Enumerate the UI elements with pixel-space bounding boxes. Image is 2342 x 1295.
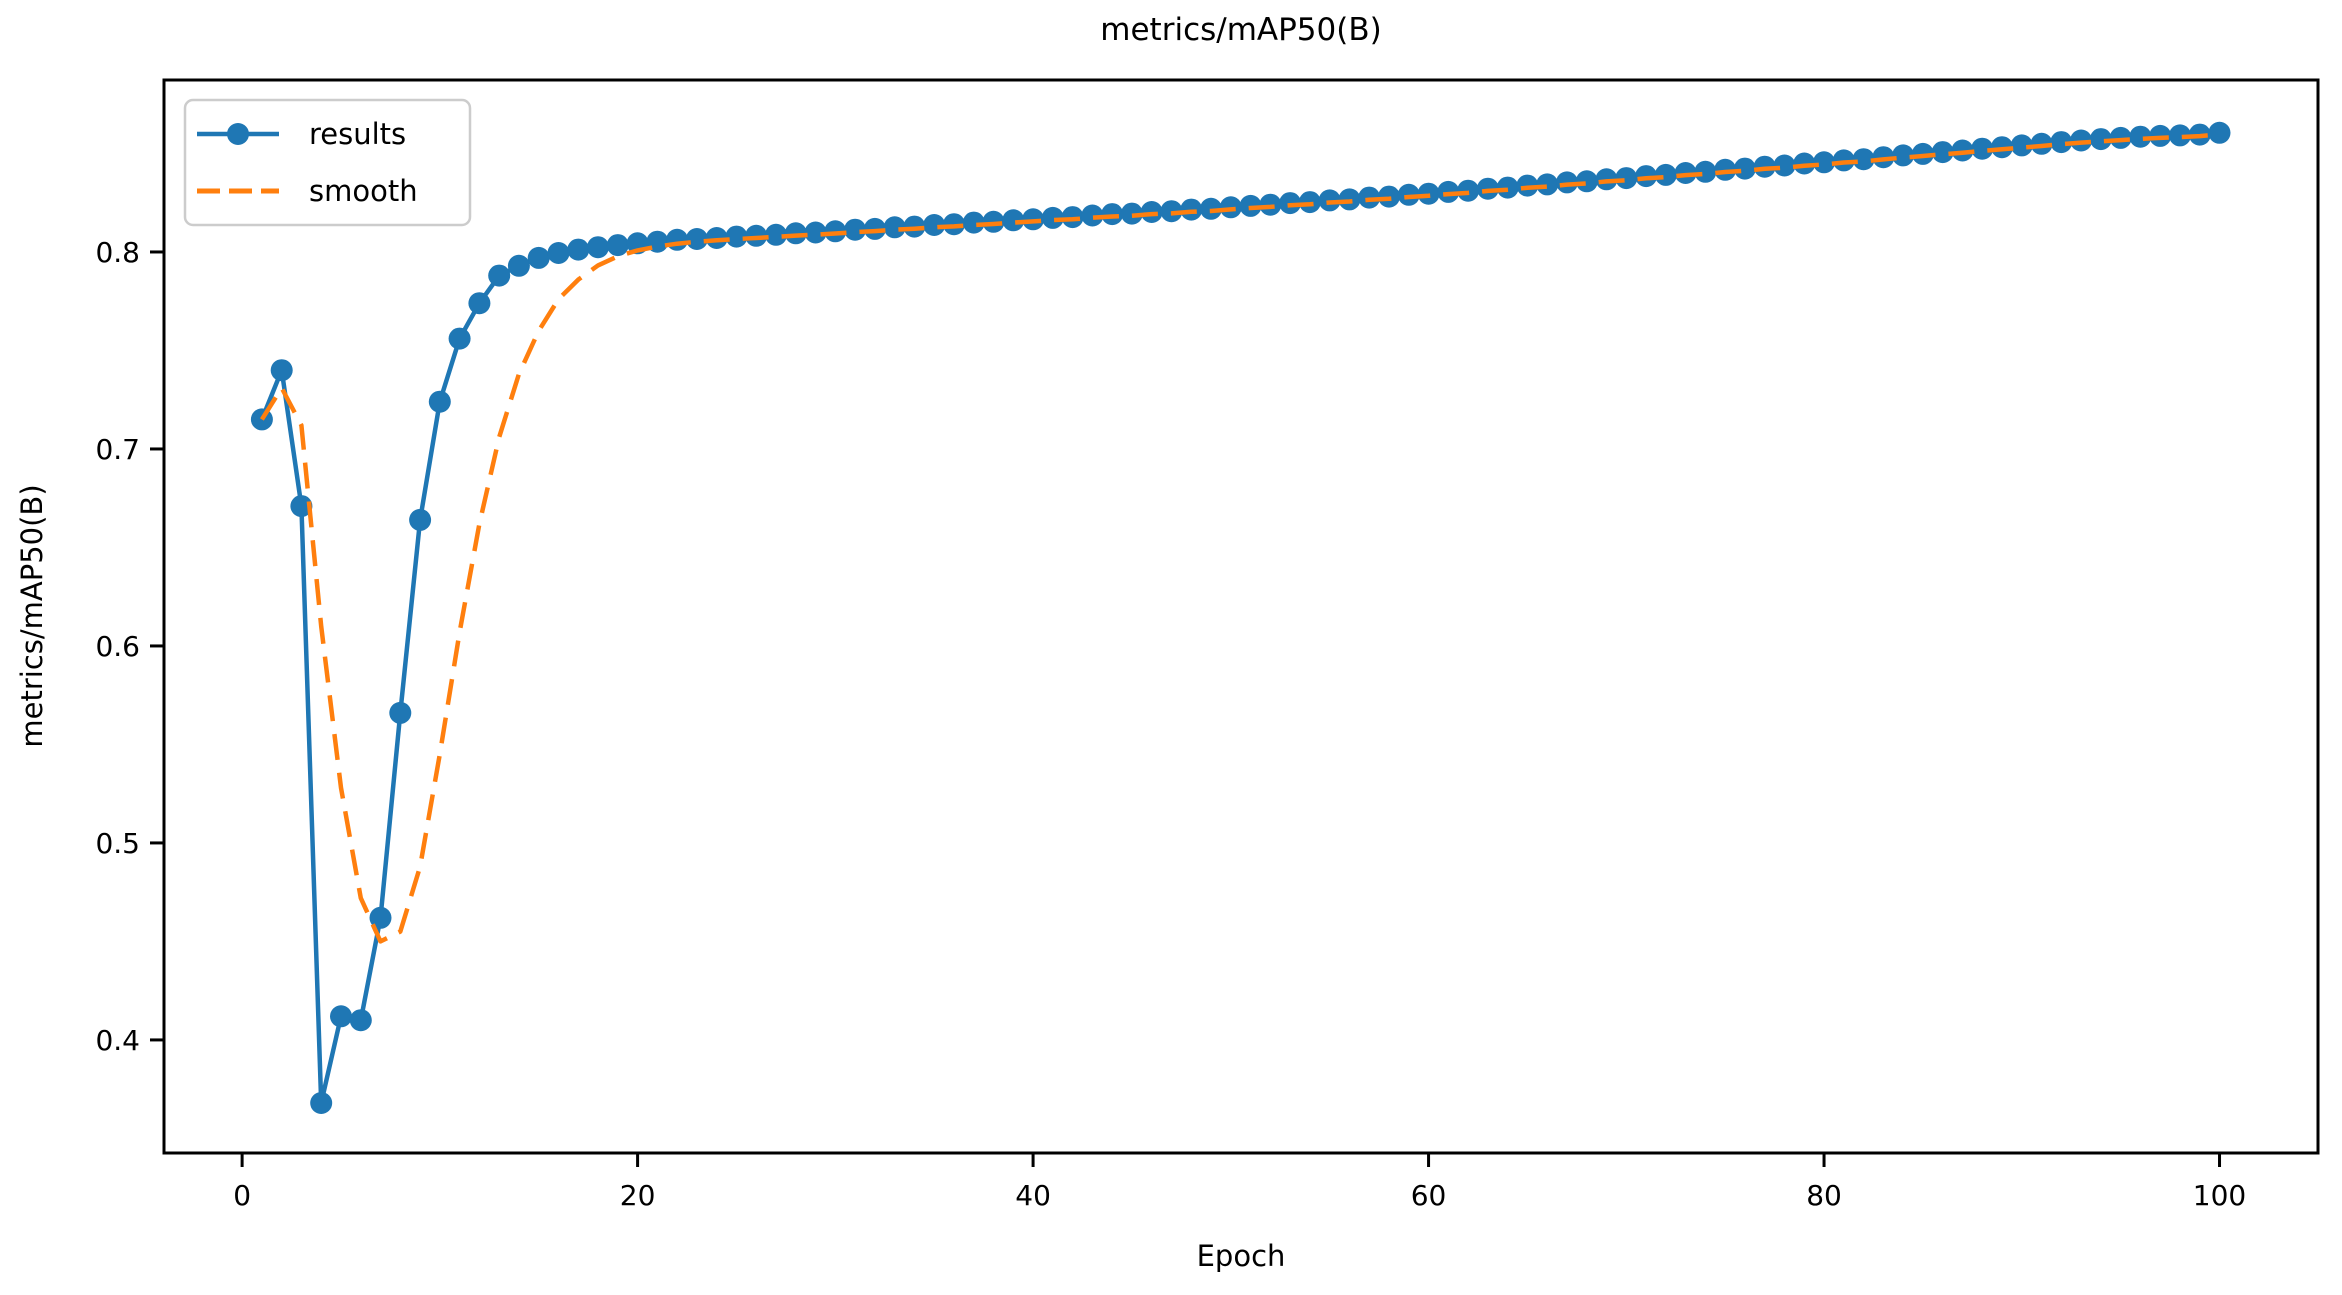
series-results-marker [468, 292, 491, 315]
x-tick-label: 20 [620, 1179, 656, 1212]
x-tick-label: 100 [2193, 1179, 2246, 1212]
legend-label-smooth: smooth [309, 174, 418, 208]
y-tick-label: 0.8 [95, 236, 140, 269]
series-results-marker [1971, 137, 1994, 160]
series-results-marker [2169, 124, 2191, 147]
x-tick-label: 0 [233, 1179, 251, 1212]
series-results-marker [547, 242, 570, 264]
y-tick-label: 0.6 [95, 630, 140, 663]
x-tick-label: 80 [1806, 1179, 1842, 1212]
series-results-marker [685, 228, 708, 250]
x-axis-title: Epoch [1197, 1239, 1286, 1273]
series-results-marker [2010, 134, 2033, 157]
series-results-marker [1101, 203, 1124, 226]
series-results-marker [1536, 173, 1559, 196]
legend-label-results: results [309, 117, 406, 151]
series-results-marker [290, 495, 313, 518]
y-tick-label: 0.4 [95, 1024, 140, 1057]
x-tick-label: 60 [1411, 1179, 1447, 1212]
results-marker-sample-icon [227, 123, 249, 145]
ticks-layer: 0 20 40 60 80 100 0.4 0.5 0.6 0.7 0.8 [95, 236, 2246, 1212]
y-axis-title: metrics/mAP50(B) [15, 484, 49, 747]
series-results-marker [507, 254, 530, 277]
series-results-marker [409, 508, 432, 531]
series-results-marker [844, 218, 867, 241]
series-results-marker [1694, 160, 1717, 183]
series-results-marker [527, 246, 550, 269]
series-results-marker [1081, 204, 1104, 227]
series-results-marker [883, 216, 906, 239]
series-results-marker [2129, 125, 2152, 148]
legend-box [183, 98, 472, 227]
series-results-marker [369, 906, 392, 929]
series-results-marker [349, 1009, 372, 1032]
series-results-marker [606, 234, 629, 257]
y-tick-label: 0.7 [95, 433, 140, 466]
series-results-marker [2089, 128, 2112, 151]
series-results-marker [1041, 206, 1064, 229]
legend-entry-smooth: smooth [197, 174, 418, 208]
series-results-marker [666, 228, 689, 251]
chart-title: metrics/mAP50(B) [1100, 12, 1381, 48]
series-results-marker [923, 214, 946, 236]
y-tick-label: 0.5 [95, 827, 140, 860]
series-results-marker [705, 227, 728, 249]
series-results-marker [1002, 209, 1025, 232]
series-results-marker [1575, 170, 1598, 193]
series-results-marker [765, 223, 787, 246]
series-results-marker [488, 264, 511, 287]
series-results-marker [962, 211, 985, 234]
series-results-marker [330, 1005, 352, 1028]
series-results-marker [587, 236, 609, 259]
series-smooth-line [259, 132, 2220, 944]
series-results-marker [1931, 141, 1954, 164]
series-layer [250, 121, 2231, 1114]
series-results-marker [784, 222, 807, 245]
series-results-marker [2050, 131, 2073, 154]
series-results-marker [270, 359, 293, 382]
series-results-marker [2208, 121, 2231, 144]
series-results-marker [448, 327, 471, 350]
series-results-marker [1615, 167, 1638, 190]
series-results-marker [428, 390, 451, 413]
series-results-marker [1773, 154, 1796, 177]
series-results-marker [1852, 148, 1875, 171]
axes-frame [162, 78, 2320, 1155]
series-results-marker [310, 1092, 333, 1114]
x-tick-label: 40 [1015, 1179, 1051, 1212]
series-results-marker [725, 225, 748, 248]
series-results-marker [389, 701, 412, 724]
series-results-marker [567, 238, 590, 261]
series-results-marker [1813, 151, 1835, 174]
series-results-marker [1892, 144, 1915, 167]
series-results-marker [1654, 163, 1677, 186]
series-results-marker [804, 221, 827, 244]
legend-entry-results: results [197, 117, 406, 151]
series-results-marker [1733, 157, 1756, 180]
series-results-line [259, 130, 2220, 1106]
legend: results smooth [183, 98, 472, 227]
